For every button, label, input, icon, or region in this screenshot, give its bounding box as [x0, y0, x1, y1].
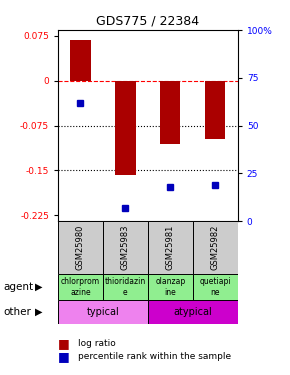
Text: ■: ■ — [58, 337, 70, 350]
Bar — [103, 221, 148, 274]
Bar — [58, 300, 148, 324]
Bar — [70, 40, 90, 81]
Text: GSM25980: GSM25980 — [76, 225, 85, 270]
Text: chlorprom
azine: chlorprom azine — [61, 277, 100, 297]
Text: quetiapi
ne: quetiapi ne — [200, 277, 231, 297]
Bar — [148, 300, 238, 324]
Text: agent: agent — [3, 282, 33, 292]
Text: ■: ■ — [58, 350, 70, 363]
Bar — [148, 274, 193, 300]
Text: other: other — [3, 307, 31, 317]
Bar — [193, 221, 238, 274]
Text: GSM25982: GSM25982 — [211, 225, 220, 270]
Bar — [103, 274, 148, 300]
Bar — [58, 274, 103, 300]
Bar — [160, 81, 180, 144]
Text: ▶: ▶ — [35, 282, 43, 292]
Text: typical: typical — [87, 307, 119, 317]
Text: ▶: ▶ — [35, 307, 43, 317]
Text: percentile rank within the sample: percentile rank within the sample — [78, 352, 231, 361]
Bar — [193, 274, 238, 300]
Bar — [148, 221, 193, 274]
Text: atypical: atypical — [173, 307, 212, 317]
Text: GSM25981: GSM25981 — [166, 225, 175, 270]
Bar — [205, 81, 225, 140]
Bar — [115, 81, 135, 175]
Title: GDS775 / 22384: GDS775 / 22384 — [96, 15, 200, 27]
Text: olanzap
ine: olanzap ine — [155, 277, 186, 297]
Bar — [58, 221, 103, 274]
Text: thioridazin
e: thioridazin e — [105, 277, 146, 297]
Text: log ratio: log ratio — [78, 339, 116, 348]
Text: GSM25983: GSM25983 — [121, 225, 130, 270]
